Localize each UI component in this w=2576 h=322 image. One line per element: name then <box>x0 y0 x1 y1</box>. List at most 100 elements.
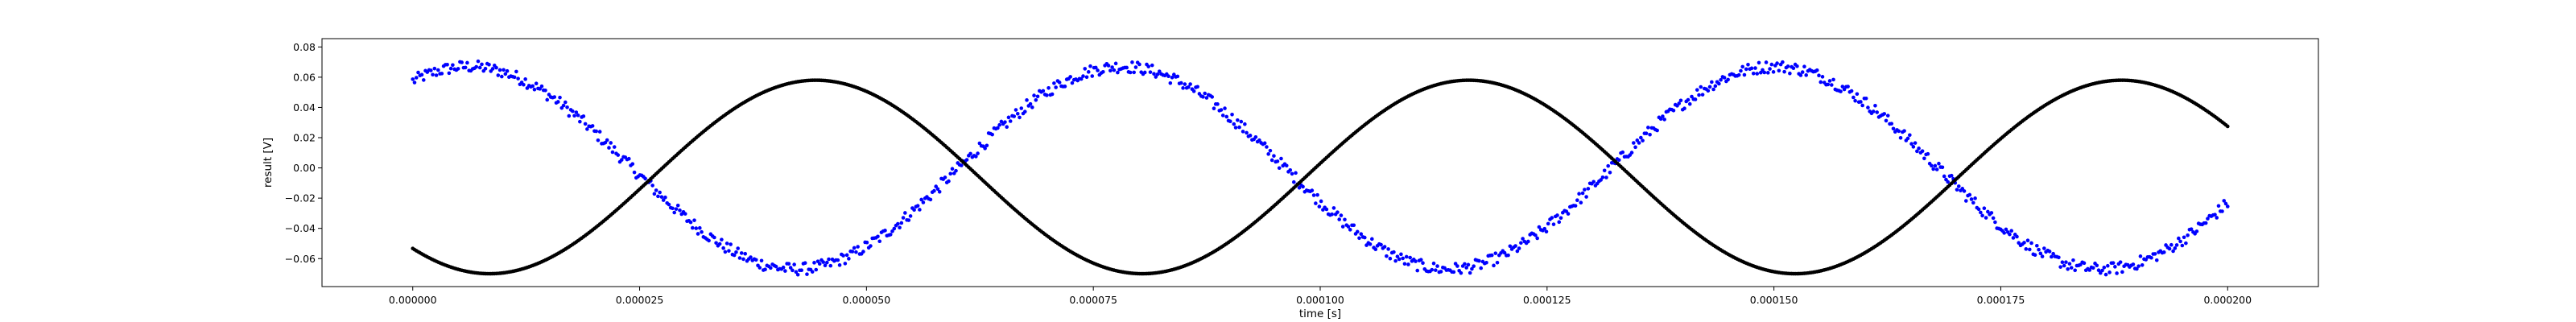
data-point <box>1537 225 1542 229</box>
data-point <box>1269 158 1274 163</box>
data-point <box>720 237 724 242</box>
data-point <box>1013 108 1018 112</box>
data-point <box>1392 250 1396 254</box>
data-point <box>2095 263 2099 268</box>
data-point <box>1352 223 1356 228</box>
data-point <box>1969 197 1974 201</box>
data-point <box>1791 66 1796 70</box>
data-point <box>888 233 893 237</box>
data-point <box>1081 74 1085 78</box>
data-point <box>935 187 940 192</box>
data-point <box>2064 260 2068 264</box>
data-point <box>1911 145 1916 149</box>
data-point <box>1820 75 1825 79</box>
data-point <box>609 141 613 145</box>
data-point <box>1128 70 1133 75</box>
data-point <box>821 260 826 264</box>
data-point <box>1860 103 1864 108</box>
data-point <box>2135 266 2139 271</box>
data-point <box>643 176 647 181</box>
data-point <box>1991 216 1996 221</box>
data-point <box>877 239 882 244</box>
data-point <box>1866 105 1870 109</box>
data-point <box>1976 207 1981 212</box>
data-point <box>1348 228 1352 232</box>
data-point <box>707 238 711 243</box>
data-point <box>1152 72 1156 76</box>
data-point <box>1096 68 1100 72</box>
data-point <box>632 170 637 175</box>
data-point <box>460 60 464 64</box>
data-point <box>828 263 833 268</box>
data-point <box>1782 69 1786 74</box>
data-point <box>2058 265 2062 269</box>
data-point <box>432 66 437 71</box>
data-point <box>1210 95 1215 99</box>
data-point <box>1265 145 1269 149</box>
data-point <box>1962 189 1967 193</box>
y-axis-label: result [V] <box>262 138 275 188</box>
data-point <box>1586 187 1591 191</box>
data-point <box>654 188 658 192</box>
data-point <box>1015 111 1020 116</box>
data-point <box>2087 268 2092 272</box>
data-point <box>1495 260 1500 265</box>
data-point <box>1922 156 1926 161</box>
data-point <box>1917 147 1921 151</box>
data-point <box>1399 252 1403 257</box>
data-point <box>1034 97 1038 102</box>
data-point <box>610 150 615 155</box>
data-point <box>1655 128 1659 133</box>
data-point <box>803 261 807 266</box>
data-point <box>1257 138 1261 142</box>
data-point <box>558 95 562 100</box>
x-tick-label: 0.000125 <box>1523 294 1571 306</box>
data-point <box>1757 60 1761 65</box>
data-point <box>1330 212 1334 217</box>
data-point <box>901 216 906 220</box>
data-point <box>1764 60 1769 64</box>
y-tick-label: 0.02 <box>293 132 316 144</box>
data-point <box>769 266 773 270</box>
data-point <box>1340 225 1345 229</box>
data-point <box>810 270 815 274</box>
data-point <box>1088 64 1092 68</box>
data-point <box>658 190 662 195</box>
data-point <box>567 114 572 118</box>
data-point <box>630 162 635 166</box>
data-point <box>1236 118 1240 122</box>
data-point <box>1110 65 1114 69</box>
data-point <box>1137 62 1141 67</box>
data-point <box>1468 270 1472 275</box>
data-point <box>1575 198 1579 203</box>
data-point <box>1083 67 1088 71</box>
data-point <box>659 195 664 199</box>
data-point <box>2149 255 2153 260</box>
data-point <box>2113 265 2117 269</box>
data-point <box>1855 92 1860 97</box>
data-point <box>2050 254 2054 259</box>
data-point <box>1591 180 1596 184</box>
data-point <box>1219 108 1224 112</box>
y-tick-label: 0.08 <box>293 41 316 53</box>
data-point <box>1230 112 1234 117</box>
data-point <box>795 272 800 277</box>
data-point <box>2223 201 2228 206</box>
data-point <box>2215 216 2219 220</box>
data-point <box>1700 93 1705 97</box>
data-point <box>1168 80 1173 85</box>
data-point <box>861 250 865 254</box>
data-point <box>2154 258 2159 262</box>
data-point <box>1248 134 1253 138</box>
data-point <box>1955 188 1959 192</box>
data-point <box>1695 88 1699 92</box>
data-point <box>421 78 426 82</box>
data-point <box>2033 253 2037 258</box>
data-point <box>1798 73 1803 77</box>
data-point <box>723 250 728 254</box>
data-point <box>1710 80 1714 85</box>
data-point <box>607 146 611 150</box>
data-point <box>2071 258 2075 262</box>
data-point <box>823 263 828 268</box>
x-tick-label: 0.000025 <box>616 294 664 306</box>
